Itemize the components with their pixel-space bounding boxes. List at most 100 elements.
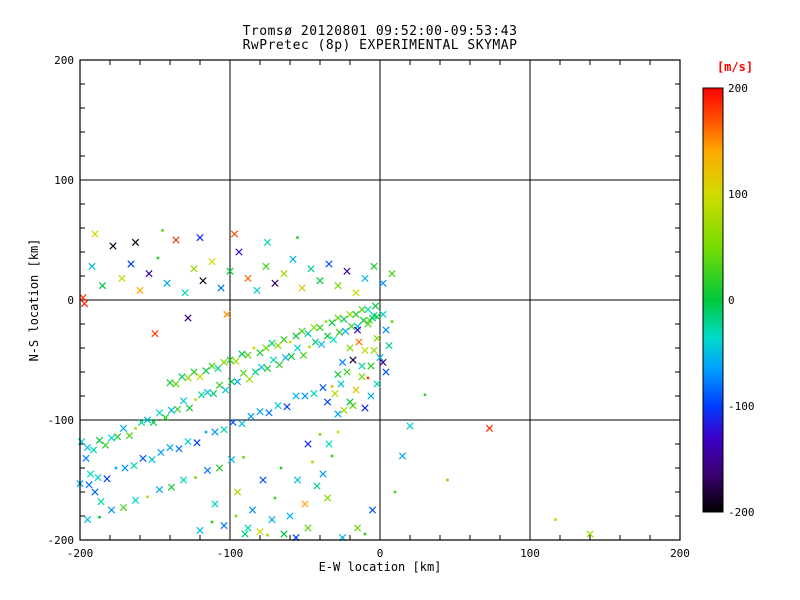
data-point (370, 262, 378, 271)
colorbar-tick-label: -100 (728, 400, 755, 413)
x-tick-label: 100 (520, 547, 540, 560)
data-point (244, 274, 252, 283)
y-tick-label: -100 (48, 414, 75, 427)
data-point (175, 445, 183, 453)
data-point (139, 454, 147, 463)
data-point (172, 380, 180, 388)
data-point (343, 267, 351, 275)
data-point (390, 320, 394, 323)
data-point (316, 323, 324, 332)
data-point (173, 405, 182, 413)
data-point (308, 345, 311, 349)
data-point (204, 430, 208, 434)
data-point (248, 506, 257, 514)
data-point (83, 443, 92, 452)
data-point (349, 401, 357, 410)
data-point (244, 524, 252, 532)
data-point (341, 327, 350, 335)
data-point (367, 362, 375, 370)
data-point (229, 418, 237, 427)
data-point (167, 406, 176, 415)
data-point (301, 500, 309, 508)
data-point (94, 473, 102, 482)
data-point (210, 520, 214, 524)
data-point (343, 368, 351, 376)
data-point (127, 260, 135, 268)
data-point (283, 403, 291, 411)
data-point (211, 428, 219, 436)
data-point (107, 506, 116, 514)
data-point (367, 392, 375, 400)
data-point (288, 340, 292, 344)
data-point (334, 281, 342, 290)
data-point (280, 269, 288, 278)
data-point (185, 404, 194, 412)
data-point (318, 433, 322, 436)
data-point (161, 229, 164, 232)
colorbar-tick-label: -200 (728, 506, 755, 519)
plot-title-line2: RwPretec (8p) EXPERIMENTAL SKYMAP (242, 38, 518, 53)
data-point (161, 413, 170, 422)
data-point (190, 265, 198, 273)
data-point (340, 406, 348, 415)
data-point (156, 256, 160, 260)
data-point (259, 476, 267, 484)
data-point (202, 367, 210, 375)
data-point (335, 328, 344, 337)
data-point (178, 373, 186, 381)
data-point (331, 389, 339, 398)
data-point (157, 448, 165, 457)
x-axis-label: E-W location [km] (318, 560, 442, 574)
data-point (376, 353, 384, 362)
data-point (121, 464, 129, 472)
data-point (163, 279, 171, 287)
data-point (355, 338, 363, 346)
data-point (485, 424, 494, 433)
data-point (382, 368, 390, 376)
x-tick-label: -100 (217, 547, 244, 560)
data-point (274, 341, 282, 350)
data-point (220, 358, 228, 367)
data-point (119, 424, 128, 433)
data-point (280, 335, 288, 344)
x-tick-label: 200 (670, 547, 690, 560)
data-point (239, 369, 248, 377)
data-point (209, 389, 218, 398)
data-point (193, 439, 201, 447)
data-point (586, 530, 594, 538)
data-point (98, 281, 107, 290)
data-point (220, 425, 228, 434)
data-point (334, 410, 342, 418)
data-point (146, 495, 149, 499)
data-point (221, 386, 230, 394)
data-point (179, 476, 188, 484)
data-point (287, 352, 296, 361)
data-point (329, 335, 338, 344)
data-point (324, 320, 328, 323)
data-point (328, 319, 336, 327)
data-point (371, 302, 380, 310)
data-point (155, 485, 164, 494)
data-point (336, 430, 340, 434)
data-point (325, 260, 333, 268)
data-point (184, 314, 192, 322)
data-point (227, 377, 236, 386)
data-point (181, 289, 189, 297)
data-point (95, 436, 104, 445)
data-point (379, 310, 387, 319)
data-point (226, 267, 234, 275)
data-point (151, 329, 159, 338)
data-point (89, 446, 98, 454)
data-point (359, 316, 368, 325)
data-point (349, 356, 357, 364)
data-point (299, 351, 308, 359)
data-point (252, 346, 256, 350)
data-point (233, 377, 242, 386)
data-point (292, 332, 300, 340)
data-point (353, 322, 362, 331)
data-point (97, 497, 105, 506)
data-point (172, 236, 180, 244)
data-point (275, 361, 284, 369)
data-point (296, 236, 299, 239)
data-point (353, 326, 362, 334)
